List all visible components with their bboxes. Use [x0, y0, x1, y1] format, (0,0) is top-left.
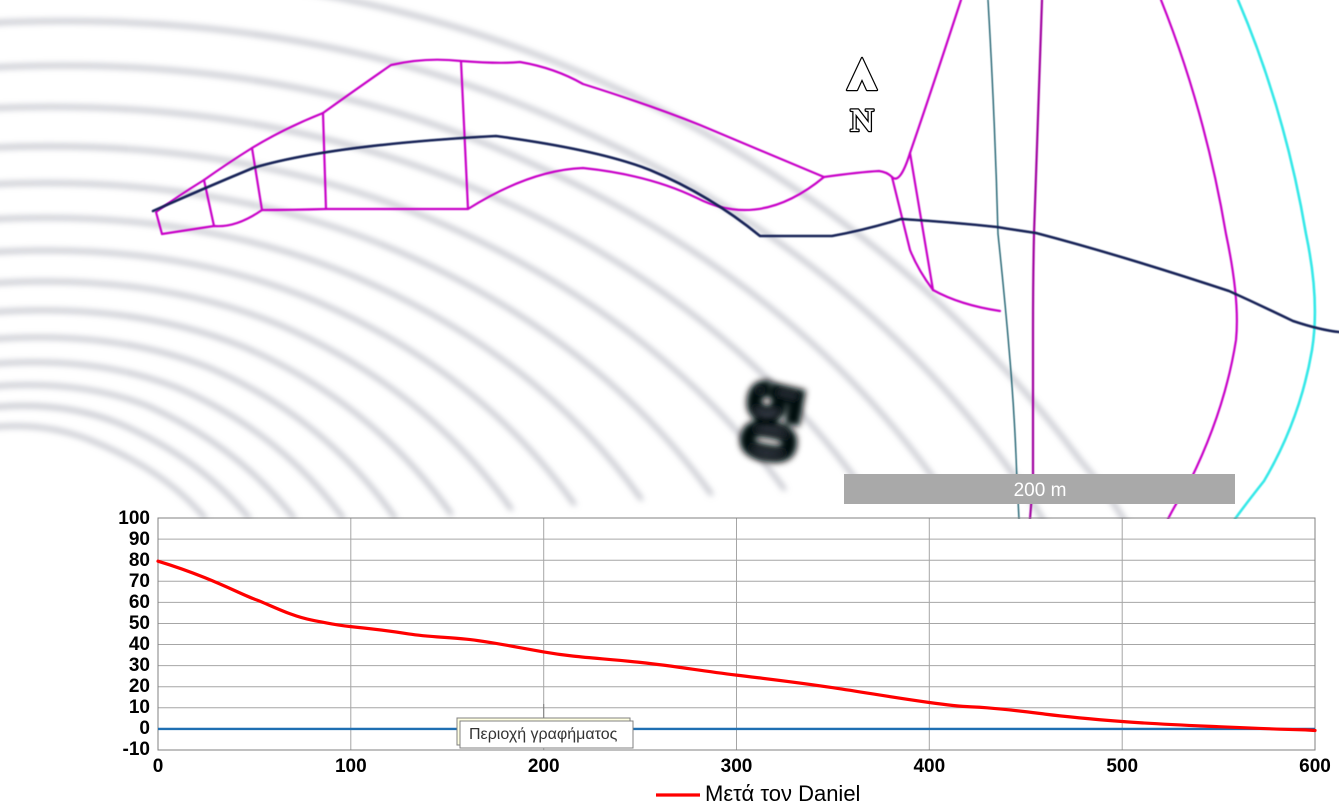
svg-text:Περιοχή γραφήματος: Περιοχή γραφήματος: [469, 726, 618, 743]
svg-text:-10: -10: [123, 739, 150, 760]
svg-text:80: 80: [129, 550, 150, 571]
svg-text:500: 500: [1106, 756, 1138, 777]
svg-text:70: 70: [129, 571, 150, 592]
svg-text:100: 100: [118, 508, 150, 529]
svg-text:10: 10: [129, 697, 150, 718]
svg-text:40: 40: [129, 634, 150, 655]
svg-text:600: 600: [1299, 756, 1331, 777]
svg-text:60: 60: [129, 592, 150, 613]
svg-text:100: 100: [335, 756, 367, 777]
svg-text:50: 50: [726, 377, 816, 467]
svg-text:90: 90: [129, 529, 150, 550]
svg-text:20: 20: [129, 676, 150, 697]
svg-text:30: 30: [129, 655, 150, 676]
svg-text:0: 0: [153, 756, 164, 777]
svg-text:Μετά τον Daniel: Μετά τον Daniel: [705, 781, 860, 806]
svg-text:400: 400: [913, 756, 945, 777]
svg-text:300: 300: [721, 756, 753, 777]
svg-text:200: 200: [528, 756, 560, 777]
svg-text:N: N: [850, 103, 874, 139]
svg-text:200 m: 200 m: [1014, 480, 1067, 501]
svg-text:0: 0: [139, 718, 150, 739]
svg-text:50: 50: [129, 613, 150, 634]
